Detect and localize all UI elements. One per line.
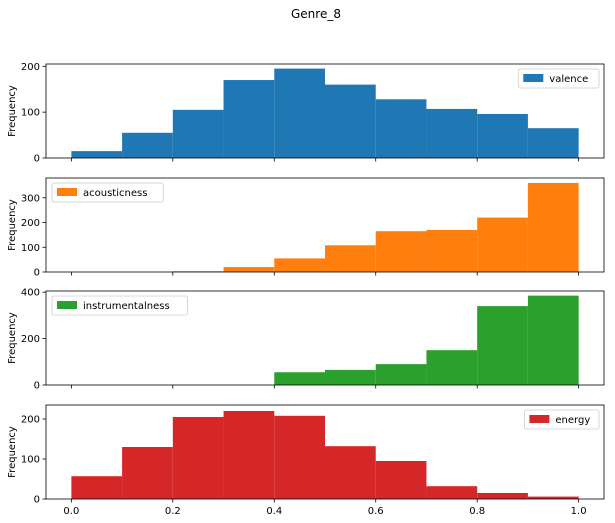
legend-label: valence — [549, 74, 588, 85]
legend-box — [517, 68, 600, 89]
y-tick-label: 100 — [21, 243, 40, 254]
y-tick-label: 0 — [34, 381, 40, 392]
y-tick-label: 200 — [21, 415, 40, 426]
bar-valence-9 — [527, 128, 579, 158]
legend-swatch — [523, 74, 544, 82]
y-tick-label: 0 — [34, 154, 40, 165]
bar-acousticness-3 — [223, 267, 275, 272]
bar-valence-3 — [223, 80, 275, 158]
bar-valence-1 — [122, 132, 173, 158]
legend-box — [524, 409, 600, 430]
y-tick-label: 400 — [21, 288, 40, 299]
y-axis-label: Frequency — [7, 426, 18, 478]
bar-valence-2 — [172, 109, 224, 158]
legend-instrumentalness: instrumentalness — [51, 295, 189, 316]
bar-energy-1 — [122, 447, 173, 499]
axes-frame — [45, 290, 605, 386]
x-tick-label: 0.8 — [469, 506, 485, 517]
x-tick-label: 1.0 — [571, 506, 587, 517]
bar-energy-6 — [375, 461, 427, 499]
bar-acousticness-7 — [426, 229, 478, 272]
bar-energy-8 — [477, 493, 528, 499]
bar-energy-3 — [223, 411, 275, 499]
x-tick-label: 0.6 — [368, 506, 384, 517]
legend-swatch — [529, 415, 550, 423]
bar-acousticness-9 — [527, 182, 579, 272]
histogram-panels: 0100200Frequencyvalence0100200300Frequen… — [7, 62, 605, 517]
y-tick-label: 100 — [21, 455, 40, 466]
bar-energy-5 — [325, 446, 376, 499]
legend-swatch — [57, 301, 77, 309]
bar-valence-0 — [71, 151, 123, 158]
x-tick-label: 0.0 — [63, 506, 79, 517]
y-tick-label: 200 — [21, 334, 40, 345]
x-tick-label: 0.4 — [266, 506, 282, 517]
legend-energy: energy — [524, 409, 600, 430]
axes-frame — [45, 177, 605, 273]
bar-acousticness-8 — [477, 217, 528, 272]
bar-instrumentalness-4 — [274, 372, 325, 385]
y-tick-label: 100 — [21, 108, 40, 119]
legend-valence: valence — [517, 68, 600, 89]
y-tick-label: 0 — [34, 268, 40, 279]
bar-energy-2 — [172, 417, 224, 499]
figure-title: Genre_8 — [291, 7, 341, 21]
y-axis-label: Frequency — [7, 199, 18, 251]
bar-energy-7 — [426, 486, 478, 499]
bar-instrumentalness-9 — [527, 295, 579, 385]
bar-energy-4 — [274, 415, 325, 499]
bar-valence-5 — [325, 84, 376, 158]
bar-energy-9 — [527, 496, 579, 499]
legend-label: energy — [555, 415, 590, 426]
y-axis-label: Frequency — [7, 85, 18, 137]
bar-instrumentalness-5 — [325, 369, 376, 385]
bar-valence-6 — [375, 99, 427, 158]
bar-instrumentalness-8 — [477, 306, 528, 385]
y-axis-label: Frequency — [7, 312, 18, 364]
bar-valence-7 — [426, 108, 478, 158]
y-tick-label: 200 — [21, 62, 40, 73]
bar-energy-0 — [71, 476, 123, 499]
legend-label: acousticness — [83, 188, 147, 199]
x-tick-label: 0.2 — [165, 506, 181, 517]
axes-frame — [45, 404, 605, 500]
y-tick-label: 300 — [21, 193, 40, 204]
legend-box — [51, 182, 164, 203]
bar-acousticness-4 — [274, 258, 325, 272]
bar-valence-8 — [477, 113, 528, 158]
bar-instrumentalness-7 — [426, 350, 478, 385]
axes-frame — [45, 63, 605, 159]
y-tick-label: 0 — [34, 495, 40, 506]
legend-swatch — [57, 188, 77, 196]
bar-instrumentalness-6 — [375, 364, 427, 385]
legend-box — [51, 295, 189, 316]
bar-valence-4 — [274, 68, 325, 158]
bar-acousticness-5 — [325, 245, 376, 272]
bar-acousticness-6 — [375, 231, 427, 272]
legend-label: instrumentalness — [83, 301, 170, 312]
legend-acousticness: acousticness — [51, 182, 164, 203]
y-tick-label: 200 — [21, 218, 40, 229]
panel-valence: 0 100 200 Frequency valence — [7, 62, 605, 165]
panel-instrumentalness: 0 200 400 Frequency instrumentalness — [7, 288, 605, 392]
